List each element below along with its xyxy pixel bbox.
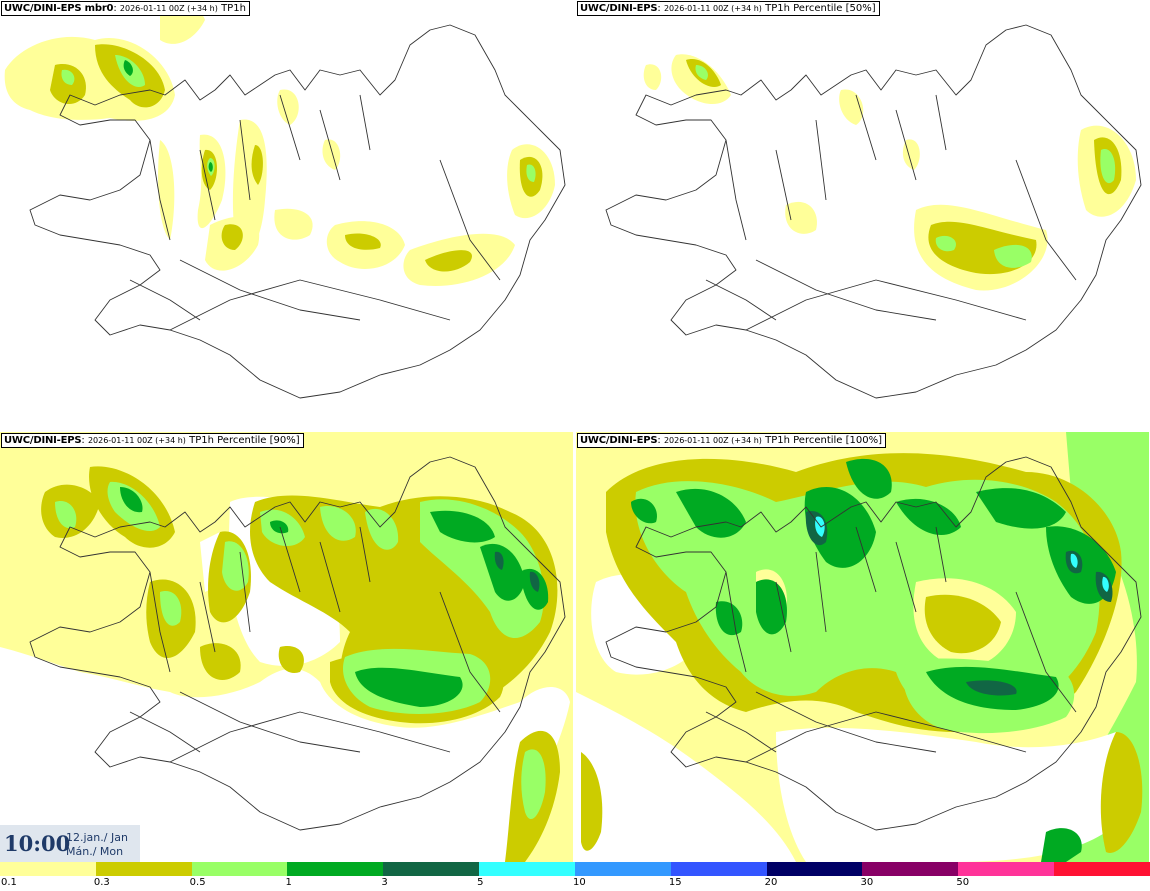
legend-swatch [670, 862, 767, 876]
legend-tick-label: 1 [285, 877, 292, 888]
legend-swatch [1054, 862, 1150, 876]
legend-tick-label: 0.1 [1, 877, 17, 888]
panel-source: UWC/DINI-EPS [580, 435, 658, 446]
panel-title: UWC/DINI-EPS: 2026-01-11 00Z (+34 h) TP1… [577, 433, 887, 448]
legend-swatch [574, 862, 671, 876]
panel-title: UWC/DINI-EPS: 2026-01-11 00Z (+34 h) TP1… [577, 1, 880, 16]
legend-tick-label: 5 [477, 877, 484, 888]
map-panel-p50: UWC/DINI-EPS: 2026-01-11 00Z (+34 h) TP1… [576, 0, 1149, 430]
map-panel-mbr0: UWC/DINI-EPS mbr0: 2026-01-11 00Z (+34 h… [0, 0, 573, 430]
panel-field: TP1h Percentile [90%] [189, 435, 300, 446]
precip-map [576, 432, 1149, 862]
precip-map [0, 432, 573, 862]
panel-field: TP1h Percentile [100%] [765, 435, 883, 446]
legend-tick-label: 15 [668, 877, 682, 888]
panel-run: 2026-01-11 00Z (+34 h) [87, 436, 186, 445]
panel-source: UWC/DINI-EPS [4, 435, 82, 446]
legend-swatch [287, 862, 384, 876]
legend-swatch [95, 862, 192, 876]
panel-title: UWC/DINI-EPS: 2026-01-11 00Z (+34 h) TP1… [1, 433, 304, 448]
legend-swatch [862, 862, 959, 876]
panel-run: 2026-01-11 00Z (+34 h) [663, 4, 762, 13]
panel-run: 2026-01-11 00Z (+34 h) [663, 436, 762, 445]
panel-field: TP1h Percentile [50%] [765, 3, 876, 14]
precip-map [4, 4, 566, 399]
color-legend [0, 862, 1150, 876]
panel-source: UWC/DINI-EPS [580, 3, 658, 14]
valid-time-box: 10:00 12.jan./ Jan Mán./ Mon [0, 825, 140, 862]
legend-tick-label: 30 [860, 877, 874, 888]
panel-source: UWC/DINI-EPS mbr0 [4, 3, 114, 14]
legend-tick-label: 10 [573, 877, 586, 888]
panel-field: TP1h [221, 3, 246, 14]
precip-map [605, 24, 1142, 399]
legend-swatch [0, 862, 96, 876]
panel-divider [573, 0, 576, 862]
legend-swatch [479, 862, 575, 876]
legend-tick-label: 50 [956, 877, 970, 888]
valid-weekday: Mán./ Mon [66, 845, 124, 858]
map-panel-p100: UWC/DINI-EPS: 2026-01-11 00Z (+34 h) TP1… [576, 432, 1149, 862]
valid-date: 12.jan./ Jan [66, 831, 128, 844]
panel-run: 2026-01-11 00Z (+34 h) [119, 4, 218, 13]
legend-swatch [958, 862, 1055, 876]
panel-title: UWC/DINI-EPS mbr0: 2026-01-11 00Z (+34 h… [1, 1, 250, 16]
legend-tick-label: 20 [764, 877, 778, 888]
legend-swatch [383, 862, 480, 876]
legend-swatch [766, 862, 863, 876]
legend-tick-label: 0.3 [93, 877, 110, 888]
legend-tick-labels: 0.1 0.3 0.5 1 3 5 10 15 20 30 50 [0, 876, 1150, 891]
legend-tick-label: 3 [381, 877, 388, 888]
legend-tick-label: 0.5 [189, 877, 206, 888]
legend-swatch [191, 862, 288, 876]
map-panel-p90: UWC/DINI-EPS: 2026-01-11 00Z (+34 h) TP1… [0, 432, 573, 862]
valid-time: 10:00 [4, 831, 71, 856]
